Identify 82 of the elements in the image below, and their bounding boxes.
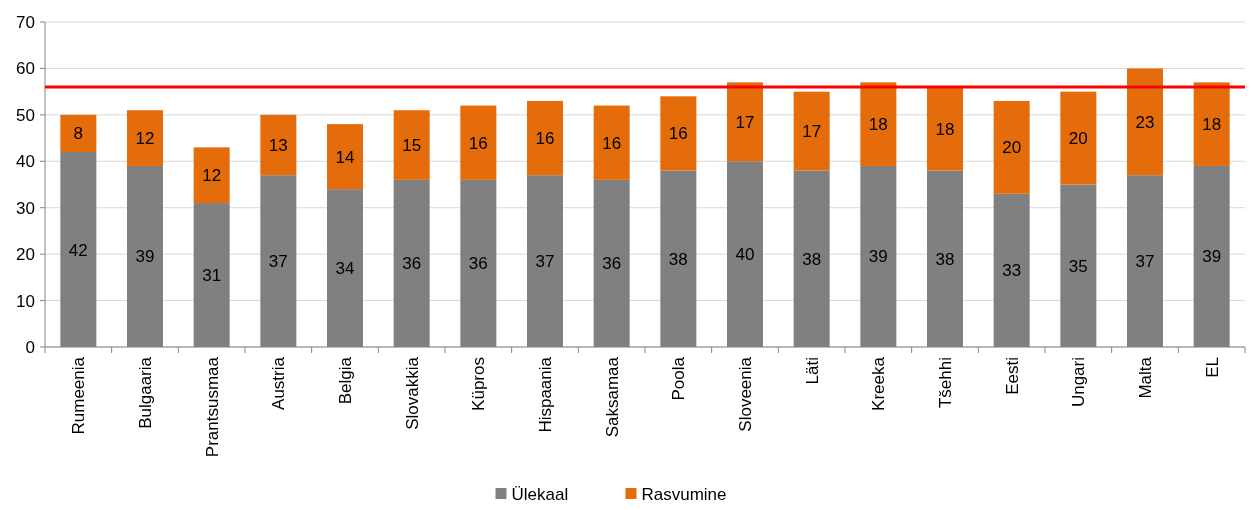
x-tick-label: Küpros bbox=[469, 357, 489, 411]
data-label: 8 bbox=[73, 124, 84, 144]
bar bbox=[727, 82, 763, 162]
data-label: 34 bbox=[335, 259, 355, 279]
y-tick-label: 0 bbox=[25, 338, 35, 357]
data-label: 39 bbox=[135, 247, 155, 267]
bar bbox=[860, 82, 897, 166]
legend-label: Rasvumine bbox=[641, 485, 727, 504]
data-label: 37 bbox=[268, 252, 288, 272]
x-tick-label: Poola bbox=[669, 356, 689, 401]
x-tick-label: Saksamaa bbox=[602, 356, 622, 438]
data-label: 14 bbox=[335, 147, 355, 167]
data-label: 38 bbox=[802, 249, 822, 269]
data-label: 18 bbox=[1202, 115, 1222, 135]
data-label: 36 bbox=[402, 254, 422, 274]
data-label: 18 bbox=[935, 119, 955, 139]
x-tick-label: Slovakkia bbox=[402, 356, 422, 430]
data-label: 20 bbox=[1068, 129, 1088, 149]
data-label: 16 bbox=[668, 124, 688, 144]
bar bbox=[393, 110, 430, 180]
bar bbox=[327, 124, 363, 190]
data-label: 23 bbox=[1135, 112, 1155, 132]
data-label: 40 bbox=[735, 245, 755, 265]
bar bbox=[60, 114, 97, 152]
data-label: 12 bbox=[202, 166, 222, 186]
bar bbox=[1127, 68, 1163, 176]
y-tick-label: 50 bbox=[16, 105, 35, 125]
data-label: 35 bbox=[1068, 256, 1088, 276]
bar bbox=[1060, 91, 1097, 185]
data-label: 17 bbox=[802, 122, 822, 142]
data-label: 12 bbox=[135, 129, 155, 149]
data-label: 16 bbox=[602, 133, 622, 153]
y-tick-label: 60 bbox=[16, 59, 35, 79]
data-label: 13 bbox=[268, 136, 288, 156]
bar bbox=[527, 100, 563, 176]
data-label: 38 bbox=[935, 249, 955, 269]
y-tick-label: 40 bbox=[16, 152, 35, 172]
data-label: 15 bbox=[402, 136, 422, 156]
x-tick-label: Läti bbox=[802, 357, 822, 385]
bar bbox=[193, 147, 230, 204]
y-tick-label: 70 bbox=[16, 13, 35, 32]
bar bbox=[593, 105, 630, 180]
bar bbox=[793, 91, 830, 171]
x-tick-label: Tšehhi bbox=[936, 357, 955, 409]
x-tick-label: Belgia bbox=[336, 356, 355, 405]
x-tick-label: Bulgaaria bbox=[136, 356, 155, 429]
bar bbox=[927, 87, 963, 171]
x-tick-label: EL bbox=[1202, 357, 1222, 378]
y-tick-label: 30 bbox=[16, 198, 35, 218]
data-label: 31 bbox=[202, 266, 222, 286]
bar bbox=[1193, 82, 1230, 166]
x-tick-label: Hispaania bbox=[536, 356, 555, 433]
data-label: 36 bbox=[602, 254, 622, 274]
x-tick-label: Sloveenia bbox=[736, 356, 755, 432]
data-label: 16 bbox=[468, 133, 488, 153]
bar bbox=[260, 114, 297, 176]
x-tick-label: Prantsusmaa bbox=[202, 356, 222, 458]
data-label: 42 bbox=[68, 240, 88, 260]
x-tick-label: Ungari bbox=[1069, 357, 1089, 408]
data-label: 17 bbox=[735, 112, 755, 132]
data-label: 37 bbox=[535, 252, 555, 272]
bar bbox=[127, 110, 163, 166]
data-label: 18 bbox=[868, 115, 888, 135]
x-tick-label: Malta bbox=[1136, 356, 1155, 399]
x-tick-label: Austria bbox=[269, 356, 289, 410]
data-label: 20 bbox=[1002, 138, 1022, 158]
x-tick-label: Rumeenia bbox=[69, 356, 89, 435]
data-label: 39 bbox=[1202, 247, 1222, 267]
x-tick-label: Eesti bbox=[1002, 357, 1022, 395]
data-label: 38 bbox=[668, 249, 688, 269]
legend-label: Ülekaal bbox=[511, 485, 569, 504]
bar bbox=[993, 100, 1030, 194]
x-tick-label: Kreeka bbox=[869, 356, 889, 411]
y-tick-label: 20 bbox=[16, 245, 35, 265]
bar bbox=[460, 105, 497, 180]
y-tick-label: 10 bbox=[16, 291, 35, 311]
data-label: 16 bbox=[535, 129, 555, 149]
data-label: 39 bbox=[868, 247, 888, 267]
data-label: 33 bbox=[1002, 261, 1022, 281]
data-label: 36 bbox=[468, 254, 488, 274]
bar bbox=[660, 96, 697, 171]
data-label: 37 bbox=[1135, 252, 1155, 272]
